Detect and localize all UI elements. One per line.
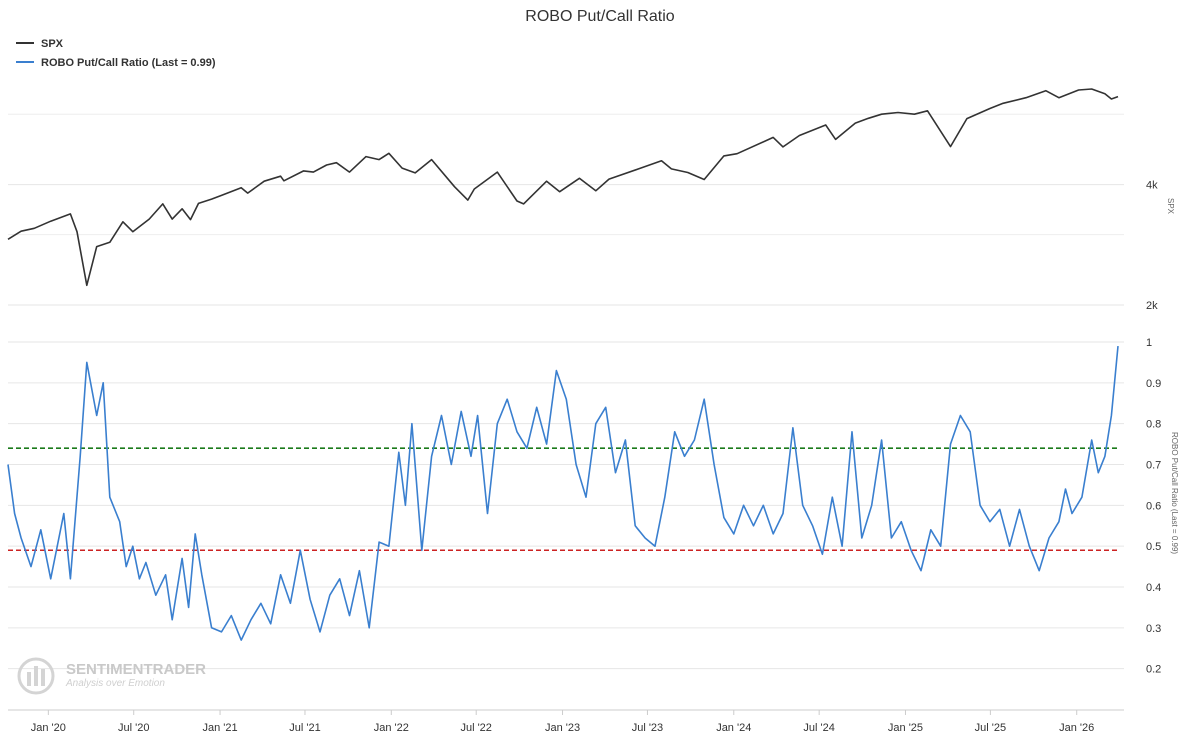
ratio-tick-label: 0.9 bbox=[1146, 378, 1161, 390]
spx-axis-ticks: 2k 4k bbox=[1146, 180, 1158, 312]
ratio-tick-label: 0.8 bbox=[1146, 419, 1161, 431]
x-tick-label: Jul '22 bbox=[460, 722, 491, 734]
x-tick-label: Jan '25 bbox=[888, 722, 923, 734]
ratio-tick-label: 0.5 bbox=[1146, 541, 1161, 553]
legend-label-ratio: ROBO Put/Call Ratio (Last = 0.99) bbox=[41, 57, 216, 69]
watermark-logo-bar-3 bbox=[41, 669, 45, 686]
watermark: SENTIMENTRADER Analysis over Emotion bbox=[17, 657, 206, 695]
x-tick-label: Jul '21 bbox=[289, 722, 320, 734]
series-line-ratio bbox=[7, 346, 1119, 641]
ratio-axis-ticks: 0.2 0.3 0.4 0.5 0.6 0.7 0.8 0.9 1 bbox=[1146, 337, 1161, 676]
ratio-tick-label: 0.4 bbox=[1146, 582, 1161, 594]
watermark-logo-ring bbox=[17, 657, 55, 695]
spx-tick-label: 4k bbox=[1146, 180, 1158, 192]
x-tick-label: Jan '22 bbox=[374, 722, 409, 734]
spx-tick-label: 2k bbox=[1146, 300, 1158, 312]
x-tick-label: Jul '20 bbox=[118, 722, 149, 734]
x-tick-label: Jan '26 bbox=[1059, 722, 1094, 734]
x-tick-label: Jul '24 bbox=[803, 722, 834, 734]
ratio-tick-label: 0.7 bbox=[1146, 460, 1161, 472]
ratio-axis-title: ROBO Put/Call Ratio (Last = 0.99) bbox=[1170, 432, 1179, 554]
ratio-tick-label: 0.2 bbox=[1146, 664, 1161, 676]
x-tick-label: Jan '20 bbox=[31, 722, 66, 734]
watermark-logo-bar-1 bbox=[27, 672, 31, 686]
legend: SPX ROBO Put/Call Ratio (Last = 0.99) bbox=[16, 38, 216, 69]
grid-lines bbox=[8, 113, 1124, 670]
spx-axis-title: SPX bbox=[1166, 198, 1175, 215]
series-lines bbox=[7, 88, 1119, 641]
chart-title: ROBO Put/Call Ratio bbox=[525, 8, 674, 25]
series-line-spx bbox=[7, 88, 1119, 287]
ratio-tick-label: 1 bbox=[1146, 337, 1152, 349]
ratio-tick-label: 0.6 bbox=[1146, 500, 1161, 512]
watermark-logo-bar-2 bbox=[34, 666, 38, 686]
x-tick-label: Jul '25 bbox=[975, 722, 1006, 734]
ratio-tick-label: 0.3 bbox=[1146, 623, 1161, 635]
x-tick-label: Jan '23 bbox=[545, 722, 580, 734]
x-axis-ticks: Jan '20 Jul '20 Jan '21 Jul '21 Jan '22 Jul '… bbox=[31, 710, 1094, 734]
x-tick-label: Jan '24 bbox=[716, 722, 751, 734]
legend-item-ratio[interactable]: ROBO Put/Call Ratio (Last = 0.99) bbox=[16, 57, 216, 69]
watermark-name: SENTIMENTRADER bbox=[66, 661, 206, 678]
x-tick-label: Jul '23 bbox=[632, 722, 663, 734]
legend-item-spx[interactable]: SPX bbox=[16, 38, 64, 50]
watermark-tagline: Analysis over Emotion bbox=[65, 678, 165, 689]
legend-label-spx: SPX bbox=[41, 38, 64, 50]
x-tick-label: Jan '21 bbox=[202, 722, 237, 734]
